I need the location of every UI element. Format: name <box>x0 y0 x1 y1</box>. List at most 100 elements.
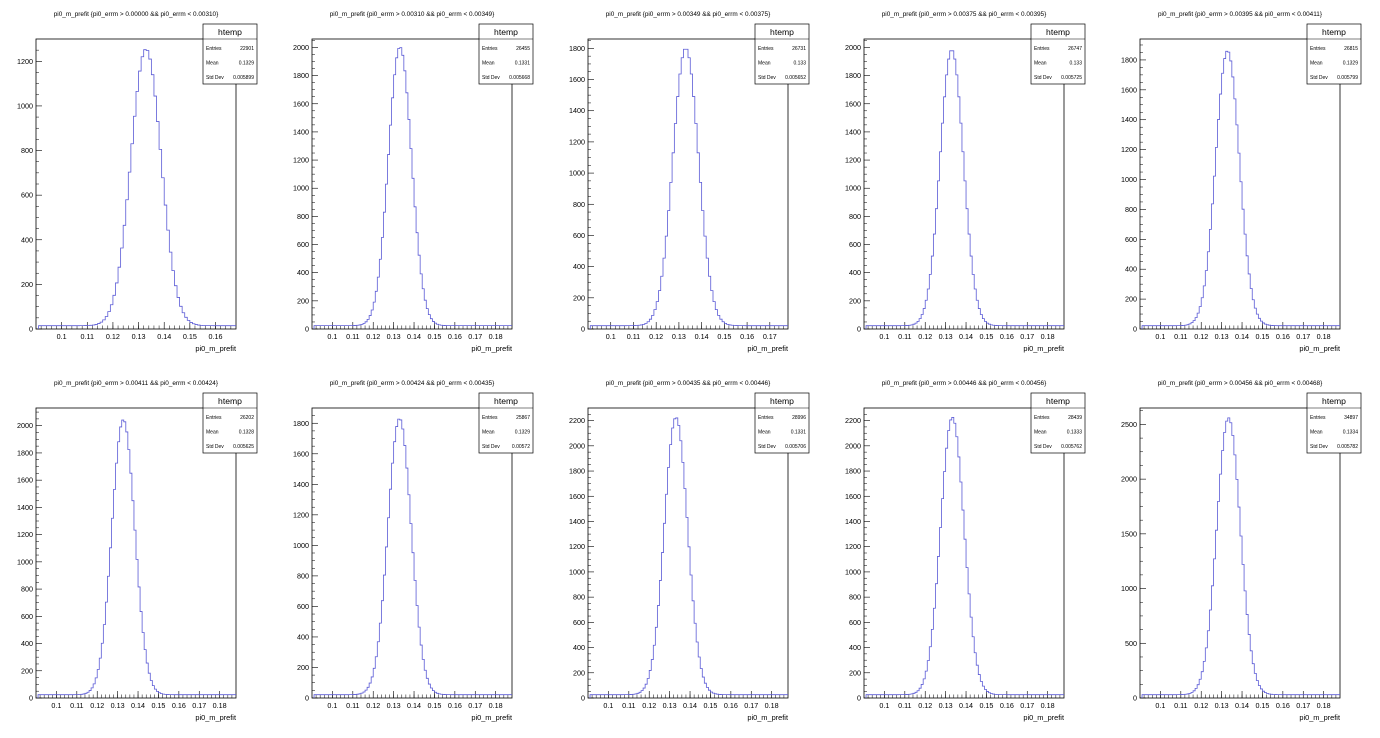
stats-label: Entries <box>206 46 222 52</box>
histogram-panel: pi0_m_prefit {pi0_errm > 0.00310 && pi0_… <box>293 11 534 353</box>
stats-box-name: htemp <box>770 396 794 406</box>
y-tick-label: 0 <box>305 325 309 334</box>
histogram-line <box>313 47 512 329</box>
stats-label: Std Dev <box>482 75 500 81</box>
y-tick-label: 200 <box>849 668 861 677</box>
histogram-line <box>865 417 1064 698</box>
stats-value: 0.005652 <box>785 75 806 81</box>
x-tick-label: 0.15 <box>427 332 441 341</box>
stats-box-name: htemp <box>494 396 518 406</box>
histogram-panel: pi0_m_prefit {pi0_errm > 0.00424 && pi0_… <box>293 380 534 722</box>
histogram-panel: pi0_m_prefit {pi0_errm > 0.00395 && pi0_… <box>1121 11 1362 353</box>
stats-value: 0.1331 <box>515 61 531 67</box>
y-tick-label: 1000 <box>17 557 33 566</box>
y-tick-label: 1800 <box>845 71 861 80</box>
x-axis-label: pi0_m_prefit <box>747 713 788 722</box>
plot-frame <box>35 407 237 699</box>
x-tick-label: 0.11 <box>898 701 911 710</box>
y-tick-label: 2200 <box>569 416 585 425</box>
stats-label: Entries <box>482 415 498 421</box>
stats-label: Std Dev <box>1310 444 1328 450</box>
y-tick-label: 0 <box>29 694 33 703</box>
stats-label: Mean <box>1034 430 1047 436</box>
x-tick-label: 0.12 <box>366 701 380 710</box>
stats-box: htemp Entries 26815 Mean 0.1329 Std Dev 0.0057… <box>1306 23 1362 85</box>
x-tick-label: 0.11 <box>346 701 359 710</box>
stats-box-frame <box>754 23 810 85</box>
x-tick-label: 0.13 <box>132 332 146 341</box>
histogram-panel: pi0_m_prefit {pi0_errm > 0.00375 && pi0_… <box>845 11 1086 353</box>
stats-box: htemp Entries 26455 Mean 0.1331 Std Dev 0.0056… <box>478 23 534 85</box>
x-tick-label: 0.17 <box>1296 701 1310 710</box>
x-axis-label: pi0_m_prefit <box>471 713 512 722</box>
stats-label: Entries <box>758 46 774 52</box>
y-tick-label: 1000 <box>293 541 309 550</box>
x-axis-label: pi0_m_prefit <box>1299 713 1340 722</box>
y-tick-label: 400 <box>297 268 309 277</box>
stats-value: 0.005625 <box>233 444 254 450</box>
y-tick-label: 1200 <box>569 542 585 551</box>
chart-title: pi0_m_prefit {pi0_errm > 0.00435 && pi0_… <box>606 380 771 387</box>
stats-value: 0.005725 <box>1061 75 1082 81</box>
stats-value: 26731 <box>792 46 806 52</box>
x-tick-label: 0.1 <box>57 332 67 341</box>
y-tick-label: 800 <box>21 585 33 594</box>
x-tick-label: 0.16 <box>448 701 462 710</box>
x-tick-label: 0.1 <box>1155 701 1165 710</box>
x-tick-label: 0.16 <box>740 332 754 341</box>
y-tick-label: 0 <box>29 325 33 334</box>
histogram-line <box>1141 417 1340 698</box>
x-tick-label: 0.15 <box>979 701 993 710</box>
x-tick-label: 0.11 <box>81 332 94 341</box>
stats-value: 0.005668 <box>509 75 530 81</box>
y-tick-label: 800 <box>573 200 585 209</box>
x-tick-label: 0.12 <box>642 701 656 710</box>
x-tick-label: 0.14 <box>1235 332 1249 341</box>
y-tick-label: 1200 <box>293 510 309 519</box>
y-tick-label: 1600 <box>293 99 309 108</box>
stats-label: Entries <box>1034 46 1050 52</box>
stats-label: Std Dev <box>1034 444 1052 450</box>
histogram-line <box>589 417 788 698</box>
y-tick-label: 600 <box>573 231 585 240</box>
x-tick-label: 0.13 <box>663 701 677 710</box>
stats-label: Std Dev <box>482 444 500 450</box>
y-tick-label: 800 <box>297 571 309 580</box>
x-tick-label: 0.14 <box>695 332 709 341</box>
x-tick-label: 0.15 <box>427 701 441 710</box>
histogram-panel: pi0_m_prefit {pi0_errm > 0.00456 && pi0_… <box>1121 380 1362 722</box>
chart-title: pi0_m_prefit {pi0_errm > 0.00411 && pi0_… <box>54 380 219 387</box>
y-tick-label: 1200 <box>845 542 861 551</box>
y-tick-label: 400 <box>21 235 33 244</box>
y-tick-label: 1400 <box>569 106 585 115</box>
y-tick-label: 1600 <box>293 449 309 458</box>
stats-label: Entries <box>1310 46 1326 52</box>
y-tick-label: 800 <box>1125 205 1137 214</box>
x-tick-label: 0.16 <box>208 332 222 341</box>
x-tick-label: 0.18 <box>489 701 503 710</box>
x-axis-label: pi0_m_prefit <box>195 344 236 353</box>
y-tick-label: 1500 <box>1121 529 1137 538</box>
x-tick-label: 0.16 <box>172 701 186 710</box>
stats-value: 0.133 <box>793 61 806 67</box>
stats-box-name: htemp <box>1046 27 1070 37</box>
y-tick-label: 800 <box>21 146 33 155</box>
y-tick-label: 2000 <box>845 43 861 52</box>
chart-title: pi0_m_prefit {pi0_errm > 0.00375 && pi0_… <box>882 11 1047 18</box>
x-tick-label: 0.1 <box>1155 332 1165 341</box>
y-tick-label: 0 <box>581 694 585 703</box>
histogram-panel: pi0_m_prefit {pi0_errm > 0.00000 && pi0_… <box>17 11 258 353</box>
stats-label: Entries <box>758 415 774 421</box>
chart-title: pi0_m_prefit {pi0_errm > 0.00349 && pi0_… <box>606 11 771 18</box>
stats-box-frame <box>1030 392 1086 454</box>
histogram-line <box>38 49 236 329</box>
y-tick-label: 200 <box>297 663 309 672</box>
stats-label: Mean <box>1310 430 1323 436</box>
x-tick-label: 0.13 <box>387 701 401 710</box>
y-tick-label: 800 <box>849 212 861 221</box>
stats-box-frame <box>202 23 258 85</box>
stats-box-frame <box>1030 23 1086 85</box>
stats-value: 0.005706 <box>785 444 806 450</box>
stats-value: 0.1329 <box>1343 61 1359 67</box>
